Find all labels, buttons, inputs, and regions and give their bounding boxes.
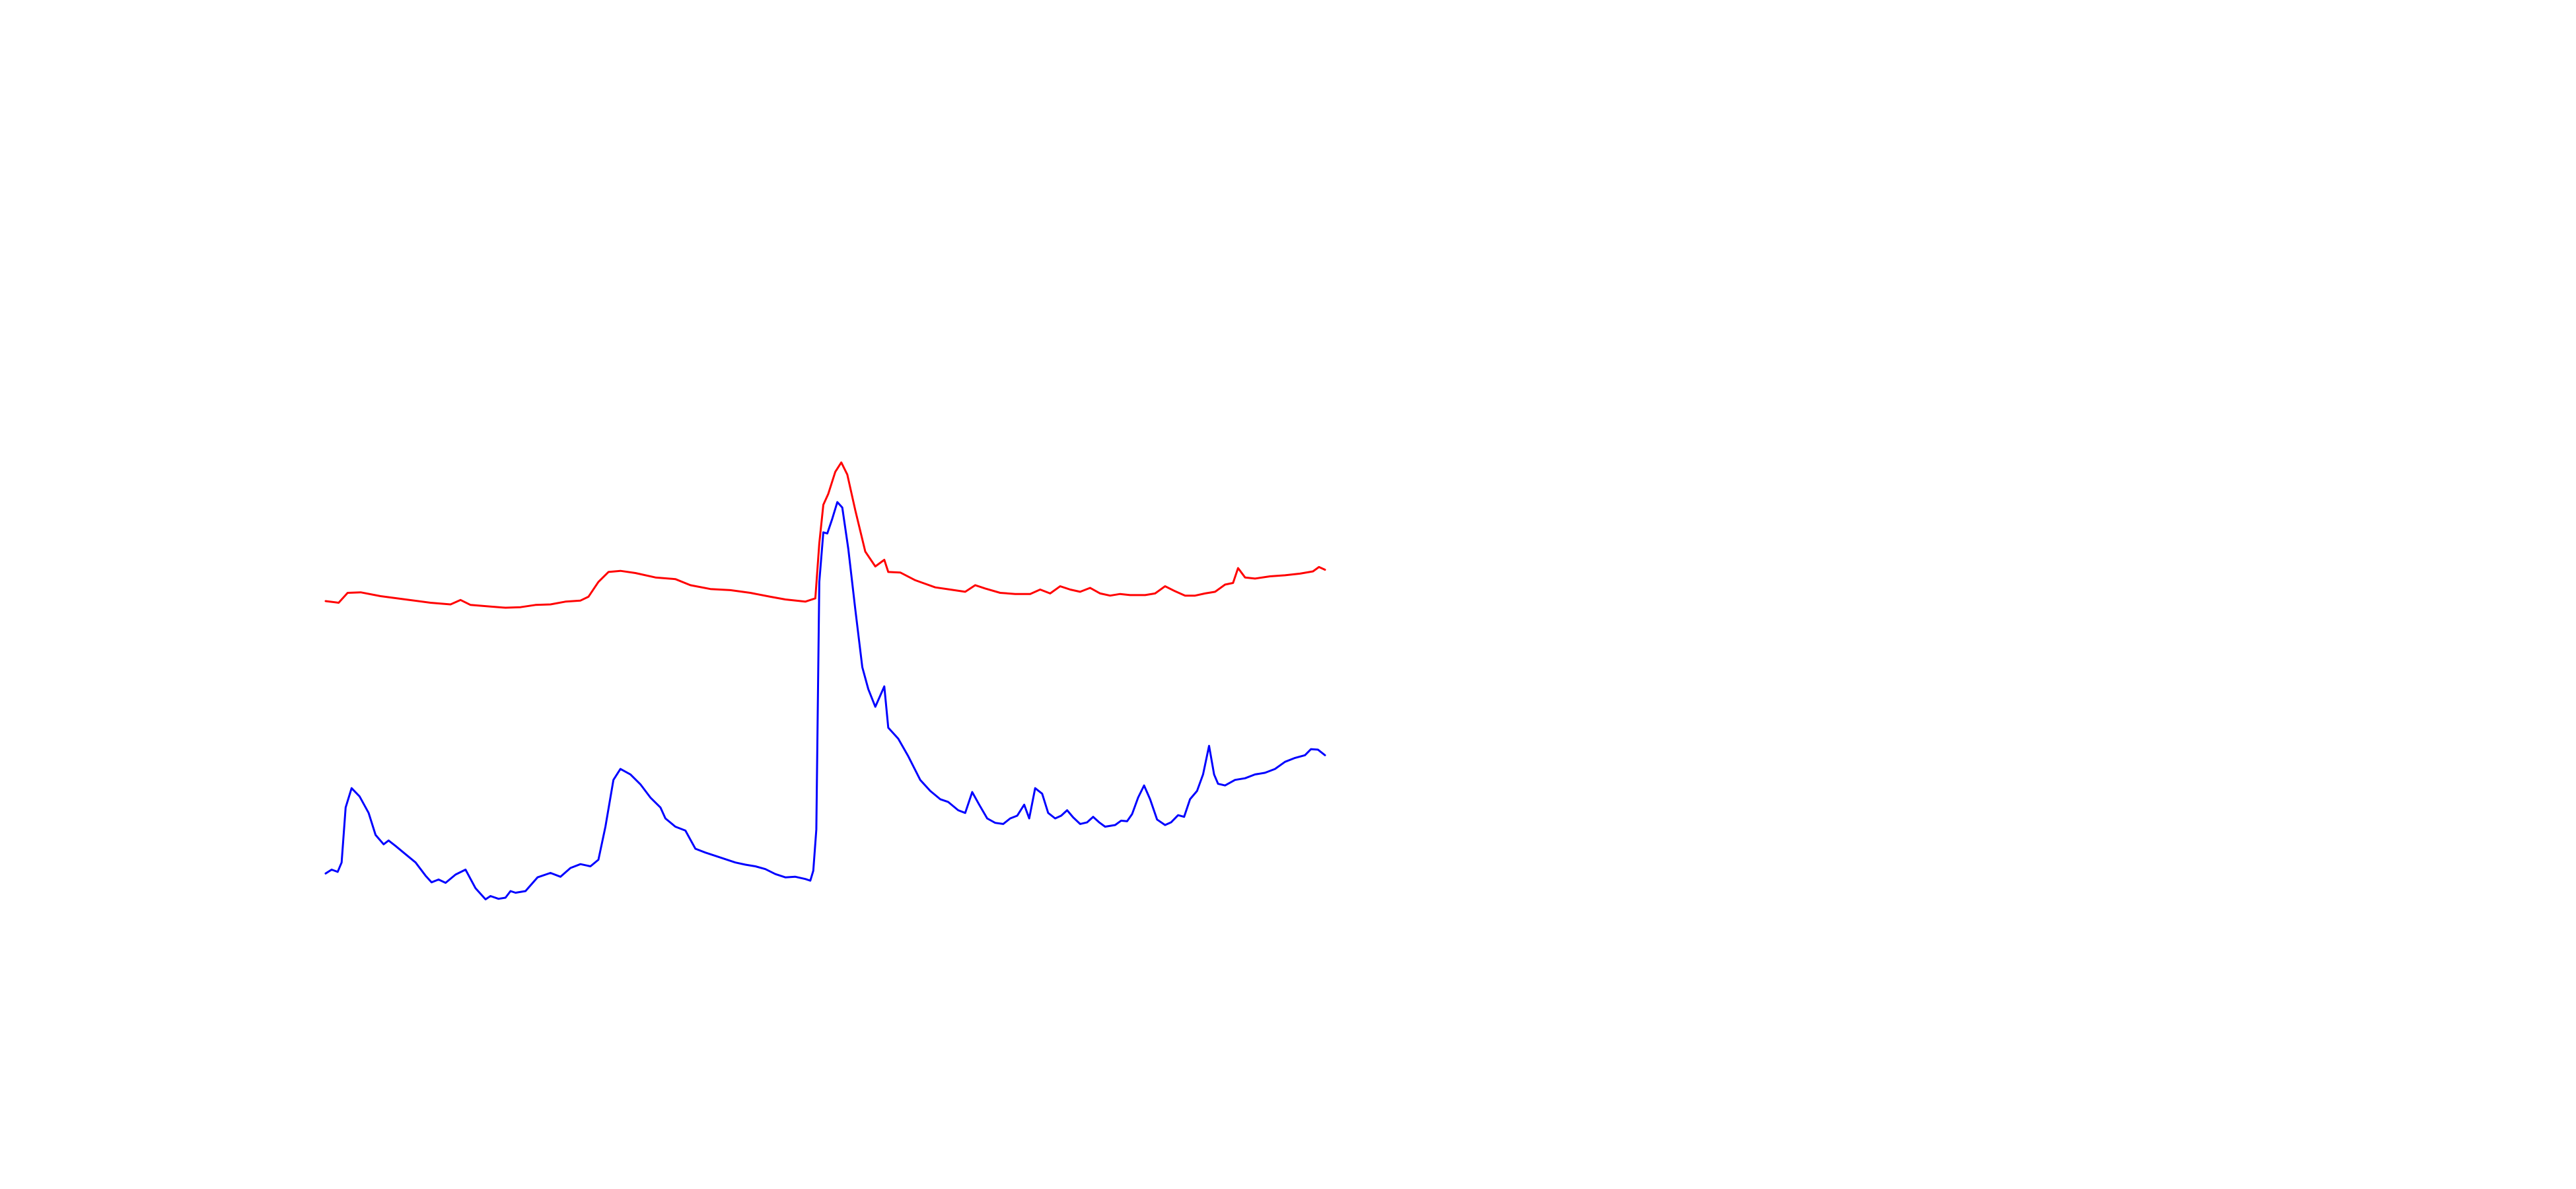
series-layer	[324, 461, 1326, 900]
series-line-2	[324, 501, 1326, 900]
series-line-1	[324, 461, 1326, 609]
